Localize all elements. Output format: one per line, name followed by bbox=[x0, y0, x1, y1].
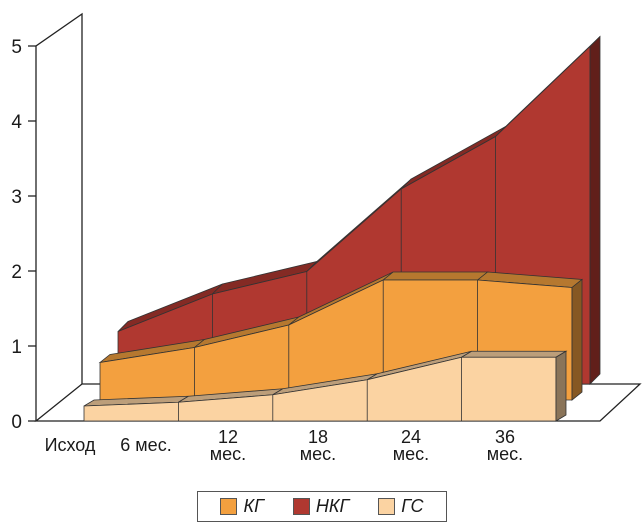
y-tick-label: 0 bbox=[11, 412, 22, 433]
series-side-face bbox=[555, 350, 567, 422]
series-top-surface bbox=[460, 350, 568, 358]
chart-legend: КГ НКГ ГС bbox=[197, 491, 447, 522]
legend-item-kg: КГ bbox=[220, 496, 264, 517]
x-tick-label: 18 мес. bbox=[300, 427, 336, 464]
x-tick-label: 36 мес. bbox=[487, 427, 523, 464]
left-wall bbox=[35, 12, 83, 421]
y-tick-label: 5 bbox=[11, 37, 22, 58]
legend-swatch-gs bbox=[378, 498, 396, 515]
x-tick-label: Исход bbox=[45, 435, 96, 455]
legend-label-gs: ГС bbox=[401, 496, 424, 516]
legend-item-gs: ГС bbox=[378, 496, 423, 517]
x-tick-line: мес. bbox=[210, 444, 246, 464]
x-tick-line: мес. bbox=[487, 444, 523, 464]
y-axis: 0 1 2 3 4 5 bbox=[11, 37, 36, 433]
y-tick-label: 2 bbox=[11, 262, 22, 283]
y-tick-label: 1 bbox=[11, 337, 22, 358]
x-tick-label: 6 мес. bbox=[120, 435, 171, 455]
x-tick-line: 18 bbox=[308, 427, 328, 447]
x-tick-label: 24 мес. bbox=[393, 427, 429, 464]
series-side-face bbox=[571, 278, 583, 401]
x-tick-line: 12 bbox=[218, 427, 238, 447]
x-axis: Исход 6 мес. 12 мес.18 мес.24 мес.36 мес. bbox=[45, 427, 524, 464]
series-3 bbox=[83, 350, 568, 422]
y-tick-label: 3 bbox=[11, 187, 22, 208]
x-tick-line: 24 bbox=[401, 427, 421, 447]
series-layer bbox=[83, 35, 601, 422]
x-tick-line: 36 bbox=[495, 427, 515, 447]
series-top-surface bbox=[382, 271, 489, 281]
legend-swatch-kg bbox=[220, 498, 238, 515]
x-tick-line: Исход bbox=[45, 435, 96, 455]
legend-swatch-nkg bbox=[292, 498, 310, 515]
legend-label-kg: КГ bbox=[243, 496, 264, 516]
x-tick-line: мес. bbox=[393, 444, 429, 464]
legend-label-nkg: НКГ bbox=[315, 496, 350, 516]
legend-item-nkg: НКГ bbox=[292, 496, 350, 517]
x-tick-line: мес. bbox=[300, 444, 336, 464]
x-tick-line: 6 мес. bbox=[120, 435, 171, 455]
x-tick-label: 12 мес. bbox=[210, 427, 246, 464]
y-tick-label: 4 bbox=[11, 112, 22, 133]
series-side-face bbox=[589, 35, 601, 385]
